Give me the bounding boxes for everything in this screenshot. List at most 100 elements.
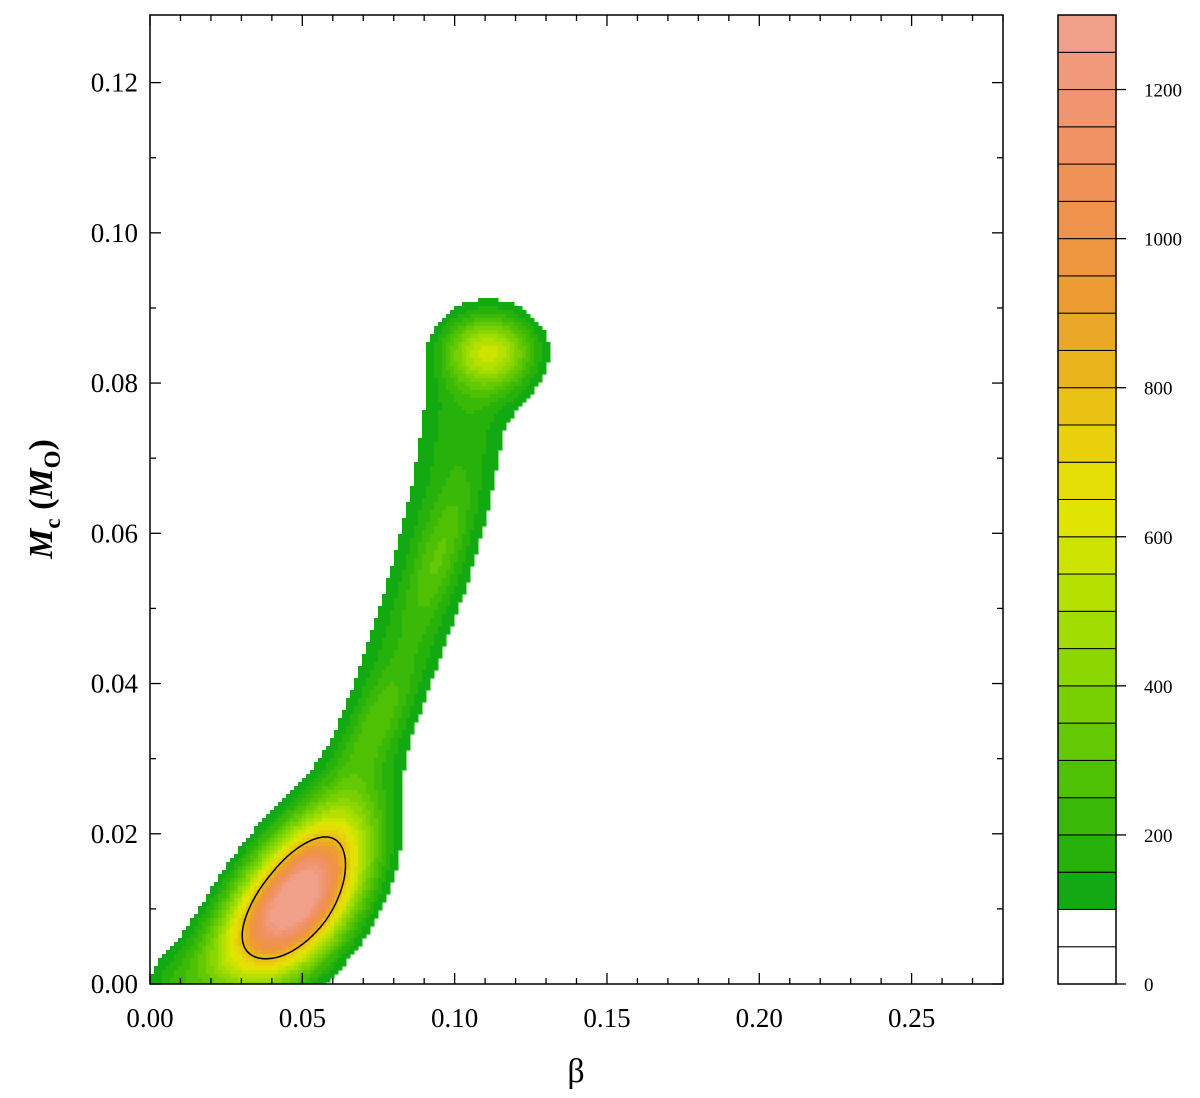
density-cell	[474, 310, 479, 315]
density-cell	[166, 966, 171, 971]
density-cell	[458, 578, 463, 583]
density-cell	[358, 918, 363, 923]
density-cell	[350, 758, 355, 763]
density-cell	[298, 782, 303, 787]
density-cell	[434, 666, 439, 671]
density-cell	[306, 814, 311, 819]
density-cell	[278, 854, 283, 859]
density-cell	[350, 870, 355, 875]
density-cell	[378, 898, 383, 903]
density-cell	[210, 890, 215, 895]
density-cell	[402, 602, 407, 607]
density-cell	[346, 786, 351, 791]
density-cell	[474, 466, 479, 471]
density-cell	[326, 766, 331, 771]
density-cell	[454, 470, 459, 475]
density-cell	[406, 546, 411, 551]
density-cell	[298, 966, 303, 971]
density-cell	[366, 746, 371, 751]
density-cell	[318, 922, 323, 927]
density-cell	[414, 490, 419, 495]
density-cell	[442, 406, 447, 411]
density-cell	[450, 434, 455, 439]
density-cell	[390, 770, 395, 775]
density-cell	[374, 682, 379, 687]
density-cell	[494, 346, 499, 351]
density-cell	[318, 930, 323, 935]
density-cell	[478, 462, 483, 467]
density-cell	[394, 646, 399, 651]
density-cell	[366, 722, 371, 727]
density-cell	[386, 834, 391, 839]
density-cell	[262, 978, 267, 983]
density-cell	[178, 950, 183, 955]
density-cell	[302, 806, 307, 811]
density-cell	[402, 598, 407, 603]
density-cell	[526, 326, 531, 331]
density-cell	[374, 634, 379, 639]
density-cell	[326, 962, 331, 967]
density-cell	[366, 794, 371, 799]
density-cell	[334, 730, 339, 735]
density-cell	[314, 782, 319, 787]
density-cell	[382, 734, 387, 739]
density-cell	[190, 982, 195, 984]
density-cell	[350, 730, 355, 735]
density-cell	[430, 654, 435, 659]
density-cell	[338, 734, 343, 739]
density-cell	[358, 670, 363, 675]
density-cell	[414, 462, 419, 467]
density-cell	[458, 410, 463, 415]
density-cell	[250, 882, 255, 887]
density-cell	[218, 974, 223, 979]
density-cell	[226, 922, 231, 927]
density-cell	[334, 810, 339, 815]
density-cell	[446, 530, 451, 535]
density-cell	[438, 410, 443, 415]
density-cell	[234, 910, 239, 915]
density-cell	[458, 454, 463, 459]
density-cell	[446, 590, 451, 595]
density-cell	[430, 398, 435, 403]
density-cell	[386, 610, 391, 615]
density-cell	[514, 386, 519, 391]
density-cell	[478, 414, 483, 419]
density-cell	[478, 386, 483, 391]
density-cell	[282, 978, 287, 983]
density-cell	[390, 638, 395, 643]
density-cell	[394, 674, 399, 679]
density-cell	[398, 762, 403, 767]
density-cell	[318, 762, 323, 767]
density-cell	[262, 862, 267, 867]
density-cell	[286, 894, 291, 899]
density-cell	[426, 394, 431, 399]
density-cell	[378, 894, 383, 899]
density-cell	[374, 702, 379, 707]
density-cell	[474, 538, 479, 543]
density-cell	[294, 806, 299, 811]
colorbar-swatch	[1057, 871, 1117, 910]
density-cell	[242, 898, 247, 903]
density-cell	[314, 814, 319, 819]
density-cell	[362, 846, 367, 851]
density-cell	[254, 930, 259, 935]
density-cell	[446, 358, 451, 363]
density-cell	[506, 398, 511, 403]
density-cell	[418, 442, 423, 447]
density-cell	[490, 382, 495, 387]
density-cell	[510, 326, 515, 331]
density-cell	[382, 634, 387, 639]
density-cell	[342, 762, 347, 767]
density-cell	[274, 810, 279, 815]
density-cell	[346, 778, 351, 783]
density-cell	[218, 938, 223, 943]
density-cell	[238, 878, 243, 883]
density-cell	[374, 894, 379, 899]
density-cell	[426, 390, 431, 395]
density-cell	[162, 974, 167, 979]
density-cell	[354, 854, 359, 859]
density-cell	[326, 966, 331, 971]
density-cell	[458, 334, 463, 339]
density-cell	[294, 902, 299, 907]
density-cell	[254, 958, 259, 963]
